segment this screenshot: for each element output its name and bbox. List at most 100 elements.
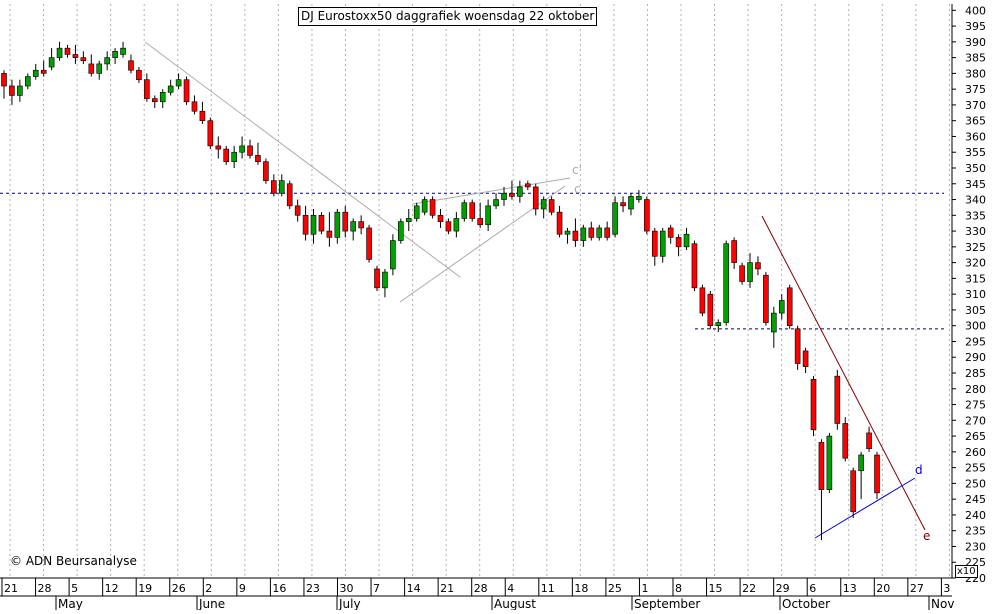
- x-month-label: Nov: [931, 597, 954, 610]
- x-day-label: 7: [373, 582, 380, 595]
- x-day-label: 23: [306, 582, 320, 595]
- y-tick-label: 285: [965, 367, 986, 380]
- candle-body: [517, 186, 523, 197]
- candle-body: [469, 202, 476, 219]
- x-month-label: October: [782, 597, 830, 610]
- x-month-label: June: [198, 597, 225, 610]
- x-day-label: 1: [641, 582, 648, 595]
- x-day-label: 26: [172, 582, 186, 595]
- candle-body: [231, 151, 237, 162]
- candle-body: [398, 221, 404, 241]
- candle-body: [771, 312, 777, 333]
- y-scale-multiplier: x10: [955, 565, 978, 578]
- x-day-label: 15: [709, 582, 723, 595]
- x-day-label: 6: [809, 582, 816, 595]
- candle-body: [866, 432, 872, 449]
- y-tick-label: 245: [965, 493, 986, 506]
- x-day-label: 16: [272, 582, 286, 595]
- candle-body: [564, 230, 571, 235]
- y-tick-label: 315: [965, 272, 986, 285]
- candle-body: [80, 57, 87, 62]
- candle-body: [636, 196, 642, 200]
- candle-body: [501, 192, 507, 200]
- candle-body: [350, 221, 357, 232]
- candle-body: [802, 350, 809, 367]
- candle-body: [1, 73, 7, 87]
- candle-body: [310, 215, 317, 235]
- candle-body: [763, 274, 769, 323]
- y-tick-label: 350: [965, 162, 986, 175]
- candle-body: [263, 161, 269, 181]
- candle-body: [850, 470, 856, 513]
- candle-body: [207, 120, 214, 147]
- x-day-label: 13: [843, 582, 857, 595]
- annotation-label: c': [572, 163, 582, 177]
- candle-body: [215, 145, 222, 150]
- candle-body: [509, 192, 515, 197]
- y-tick-label: 255: [965, 462, 986, 475]
- candle-body: [818, 442, 825, 490]
- trendline-down-upper: [144, 41, 461, 278]
- candle-body: [96, 63, 103, 74]
- x-axis-band: [0, 578, 952, 610]
- support-line: [814, 477, 916, 539]
- candle-body: [524, 183, 531, 188]
- candle-body: [826, 435, 833, 490]
- candle-body: [572, 230, 579, 241]
- x-day-label: 28: [38, 582, 52, 595]
- y-tick-label: 360: [965, 130, 986, 143]
- candle-body: [874, 454, 880, 494]
- candle-body: [786, 287, 793, 326]
- candle-body: [247, 145, 253, 156]
- x-day-label: 25: [608, 582, 622, 595]
- candle-body: [461, 202, 468, 219]
- x-day-label: 2: [205, 582, 212, 595]
- x-day-label: 8: [675, 582, 682, 595]
- candle-body: [691, 243, 698, 289]
- x-day-label: 3: [943, 582, 950, 595]
- candle-body: [255, 155, 261, 162]
- candle-body: [699, 287, 706, 314]
- candle-body: [667, 227, 674, 238]
- candle-body: [651, 230, 658, 257]
- candle-body: [421, 199, 428, 213]
- candle-body: [794, 328, 801, 364]
- candle-body: [778, 300, 785, 314]
- x-day-label: 19: [138, 582, 152, 595]
- candle-body: [620, 202, 626, 207]
- candle-body: [175, 79, 182, 87]
- y-tick-label: 330: [965, 225, 986, 238]
- candle-body: [191, 101, 198, 112]
- candle-body: [723, 243, 730, 323]
- x-month-label: July: [338, 597, 361, 610]
- candle-body: [144, 79, 150, 99]
- x-month-label: May: [58, 597, 83, 610]
- y-tick-label: 265: [965, 430, 986, 443]
- trendline-channel-upper: [412, 177, 571, 205]
- y-tick-label: 325: [965, 241, 986, 254]
- candle-body: [239, 145, 245, 153]
- candle-body: [286, 183, 293, 207]
- candle-body: [9, 85, 15, 96]
- candle-body: [683, 233, 690, 248]
- candle-body: [40, 69, 47, 74]
- candle-body: [294, 205, 301, 216]
- x-day-label: 30: [340, 582, 354, 595]
- x-month-label: August: [494, 597, 536, 610]
- y-tick-label: 365: [965, 115, 986, 128]
- candle-body: [48, 57, 55, 68]
- candle-body: [548, 199, 555, 213]
- y-tick-label: 280: [965, 383, 986, 396]
- candle-body: [56, 47, 63, 58]
- x-month-label: September: [634, 597, 700, 610]
- candle-body: [302, 215, 309, 235]
- candle-body: [32, 69, 39, 77]
- x-day-label: 27: [910, 582, 924, 595]
- y-tick-label: 395: [965, 20, 986, 33]
- candle-body: [382, 271, 388, 289]
- candle-body: [596, 227, 603, 238]
- y-tick-label: 300: [965, 320, 986, 333]
- candle-body: [366, 227, 372, 260]
- candle-body: [167, 85, 174, 93]
